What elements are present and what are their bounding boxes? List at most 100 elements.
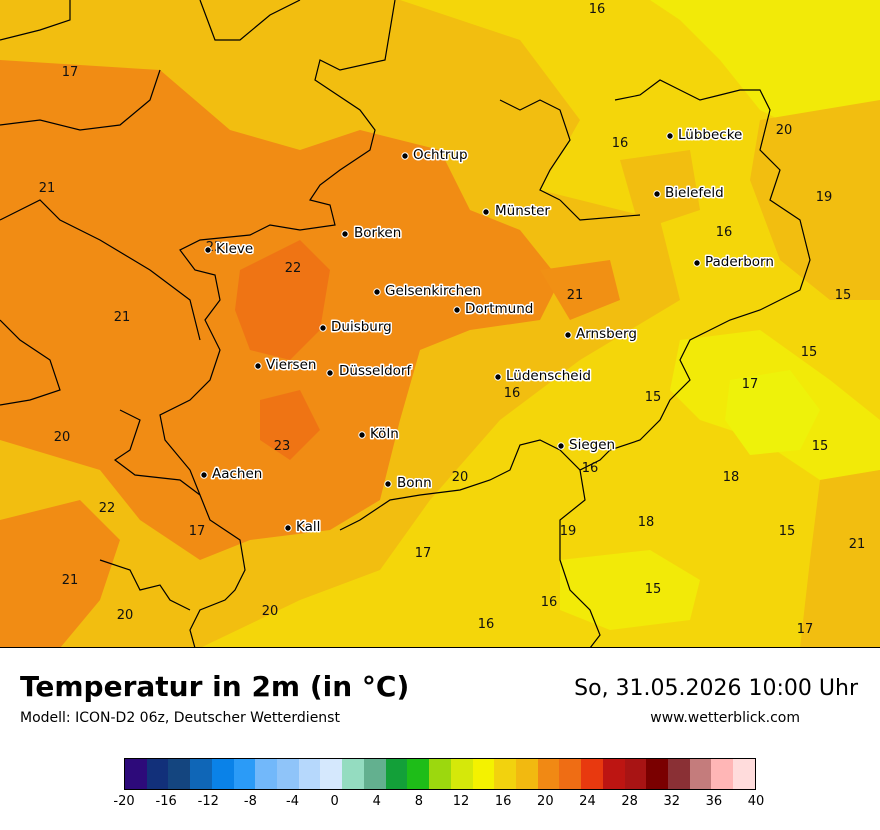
temp-label: 16 [541, 595, 558, 610]
city-label-koeln: Köln [370, 426, 399, 442]
temp-zone-15 [650, 0, 880, 140]
temp-label: 16 [612, 136, 629, 151]
city-label-dortmund: Dortmund [465, 301, 533, 317]
temp-zone-21 [0, 500, 120, 648]
temp-label: 17 [189, 524, 206, 539]
legend-swatch [602, 759, 625, 789]
city-dot [482, 208, 490, 216]
legend-swatch [581, 759, 603, 789]
temp-label: 16 [478, 617, 495, 632]
city-label-paderborn: Paderborn [705, 254, 774, 270]
city-dot [564, 331, 572, 339]
temp-label: 23 [274, 439, 291, 454]
temp-label: 22 [99, 501, 116, 516]
city-dot [653, 190, 661, 198]
temp-zone-15 [560, 550, 700, 630]
legend-tick-label: -20 [113, 794, 135, 809]
legend-swatch [298, 759, 321, 789]
legend-tick-label: -16 [155, 794, 177, 809]
city-dot [326, 369, 334, 377]
legend-swatch [472, 759, 495, 789]
city-dot [693, 259, 701, 267]
legend-swatch [646, 759, 668, 789]
city-label-muenster: Münster [495, 203, 550, 219]
temp-zone-23 [235, 240, 330, 360]
legend-swatch [277, 759, 299, 789]
legend-tick-label: 40 [747, 794, 765, 809]
city-markers: Ochtrup Lübbecke Bielefeld Münster Borke… [200, 126, 775, 537]
temp-label: 20 [117, 608, 134, 623]
city-label-duesseldorf: Düsseldorf [339, 363, 412, 379]
legend-swatch [146, 759, 169, 789]
legend-swatch [450, 759, 473, 789]
temp-label: 16 [716, 225, 733, 240]
legend-tick-label: 0 [330, 794, 339, 809]
legend-tick-label: 24 [579, 794, 596, 809]
legend-swatch [559, 759, 582, 789]
temp-zone-23 [260, 390, 320, 460]
legend-tick-label: 4 [372, 794, 381, 809]
temp-label: 19 [560, 524, 577, 539]
temp-label: 16 [589, 2, 606, 17]
website-link[interactable]: www.wetterblick.com [650, 710, 800, 726]
legend-tick-label: 20 [537, 794, 554, 809]
temp-label: 21 [567, 288, 584, 303]
temp-label: 20 [452, 470, 469, 485]
legend-swatch [125, 759, 147, 789]
legend-swatch [385, 759, 408, 789]
city-label-luebbecke: Lübbecke [678, 127, 742, 143]
temperature-labels: 16 17 16 20 21 19 16 22 22 21 21 15 15 1… [39, 2, 866, 637]
legend-swatch [407, 759, 430, 789]
temp-label: 21 [849, 537, 866, 552]
temp-label: 15 [645, 390, 662, 405]
legend-tick-label: 36 [705, 794, 723, 809]
legend-tick-label: 28 [621, 794, 638, 809]
legend-swatch [211, 759, 234, 789]
city-label-borken: Borken [354, 225, 401, 241]
temp-label: 15 [801, 345, 818, 360]
legend-swatch [190, 759, 212, 789]
city-dot [204, 246, 212, 254]
legend-tick-label: 16 [494, 794, 512, 809]
city-dot [494, 373, 502, 381]
legend-swatch [667, 759, 690, 789]
city-label-bonn: Bonn [397, 475, 432, 491]
city-label-kall: Kall [296, 519, 320, 535]
city-dot [319, 324, 327, 332]
legend-swatch [342, 759, 364, 789]
temperature-map: 16 17 16 20 21 19 16 22 22 21 21 15 15 1… [0, 0, 880, 648]
temp-label: 15 [835, 288, 852, 303]
temp-label: 18 [723, 470, 740, 485]
temp-label: 20 [262, 604, 279, 619]
temp-label: 17 [62, 65, 79, 80]
temp-label: 20 [54, 430, 71, 445]
city-dot [384, 480, 392, 488]
city-label-bielefeld: Bielefeld [665, 185, 724, 201]
legend-swatch [168, 759, 191, 789]
temp-zone-21 [540, 260, 620, 320]
temp-label: 15 [645, 582, 662, 597]
legend-swatch [537, 759, 560, 789]
city-label-aachen: Aachen [212, 466, 262, 482]
city-dot [373, 288, 381, 296]
temp-label: 15 [779, 524, 796, 539]
city-dot [254, 362, 262, 370]
temp-label: 17 [415, 546, 432, 561]
temp-label: 16 [582, 461, 599, 476]
temp-zone-19 [800, 470, 880, 648]
city-label-luedenscheid: Lüdenscheid [506, 368, 591, 384]
borders [0, 0, 811, 648]
legend-swatch [515, 759, 538, 789]
city-label-viersen: Viersen [266, 357, 316, 373]
legend-ticks: -20 -16 -12 -8 -4 0 4 8 12 16 20 24 28 32 36 40 [113, 794, 764, 814]
legend-swatch [233, 759, 256, 789]
temp-label: 18 [638, 515, 655, 530]
city-dot [666, 132, 674, 140]
city-dot [358, 431, 366, 439]
legend-tick-label: 12 [452, 794, 470, 809]
temp-label: 15 [812, 439, 829, 454]
temp-label: 17 [742, 377, 759, 392]
temp-label: 21 [114, 310, 131, 325]
city-dot [341, 230, 349, 238]
city-dot [401, 152, 409, 160]
